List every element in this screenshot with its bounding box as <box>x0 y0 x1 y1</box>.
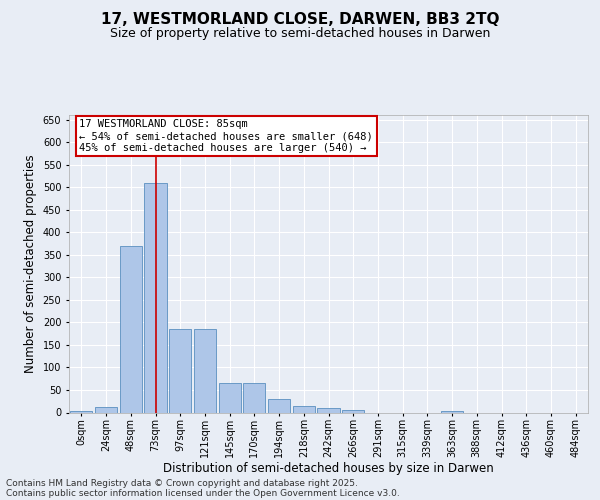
Bar <box>441 411 463 412</box>
Y-axis label: Number of semi-detached properties: Number of semi-detached properties <box>24 154 37 373</box>
Text: Size of property relative to semi-detached houses in Darwen: Size of property relative to semi-detach… <box>110 28 490 40</box>
Bar <box>293 406 315 412</box>
X-axis label: Distribution of semi-detached houses by size in Darwen: Distribution of semi-detached houses by … <box>163 462 494 474</box>
Bar <box>218 383 241 412</box>
Bar <box>194 329 216 412</box>
Bar <box>95 406 117 412</box>
Bar <box>317 408 340 412</box>
Text: Contains HM Land Registry data © Crown copyright and database right 2025.: Contains HM Land Registry data © Crown c… <box>6 478 358 488</box>
Bar <box>243 383 265 412</box>
Text: Contains public sector information licensed under the Open Government Licence v3: Contains public sector information licen… <box>6 488 400 498</box>
Text: 17 WESTMORLAND CLOSE: 85sqm
← 54% of semi-detached houses are smaller (648)
45% : 17 WESTMORLAND CLOSE: 85sqm ← 54% of sem… <box>79 120 373 152</box>
Bar <box>119 246 142 412</box>
Bar <box>70 411 92 412</box>
Text: 17, WESTMORLAND CLOSE, DARWEN, BB3 2TQ: 17, WESTMORLAND CLOSE, DARWEN, BB3 2TQ <box>101 12 499 28</box>
Bar <box>145 182 167 412</box>
Bar <box>268 399 290 412</box>
Bar <box>169 329 191 412</box>
Bar <box>342 410 364 412</box>
